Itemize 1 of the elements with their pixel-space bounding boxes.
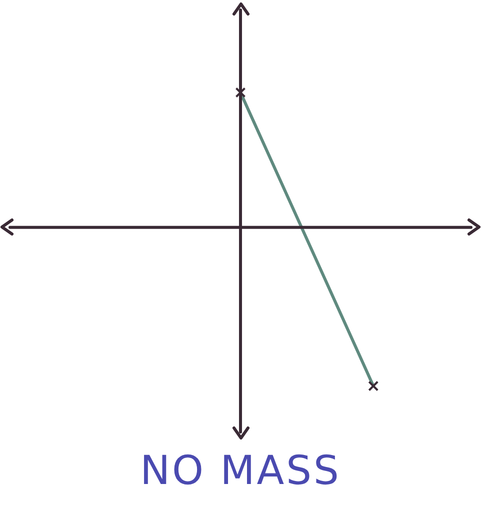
- text: NO MASS: [139, 448, 342, 494]
